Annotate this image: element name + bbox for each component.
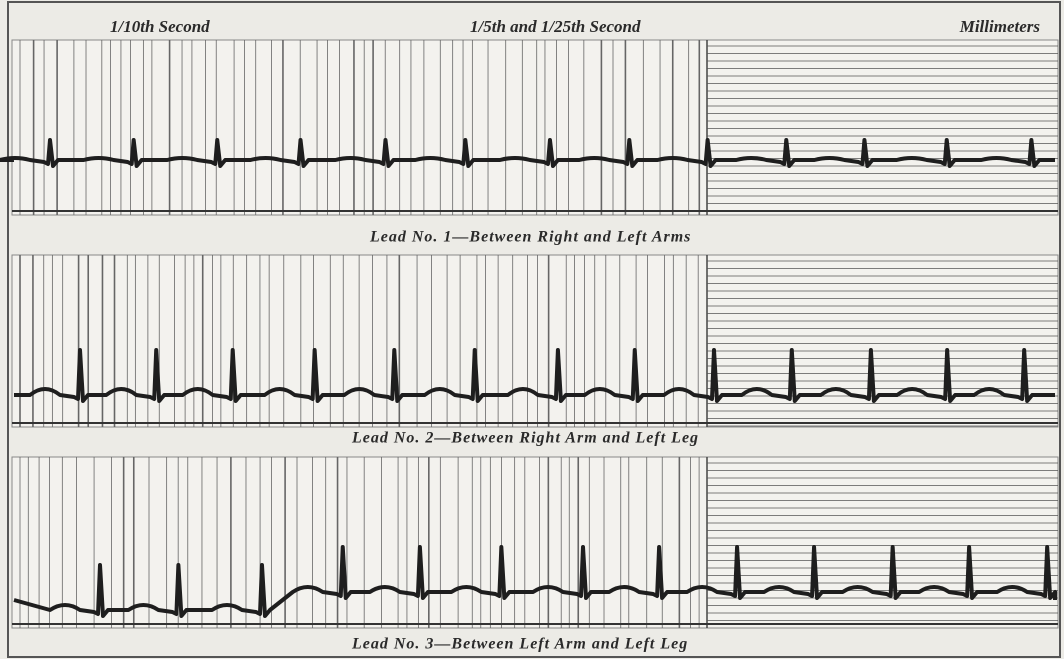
page: 1/10th Second 1/5th and 1/25th Second Mi… <box>0 0 1064 659</box>
strip <box>12 255 1058 427</box>
lead-caption: Lead No. 3—Between Left Arm and Left Leg <box>351 636 688 653</box>
strip <box>12 457 1058 628</box>
ecg-figure: 1/10th Second 1/5th and 1/25th Second Mi… <box>0 0 1064 659</box>
lead-caption: Lead No. 1—Between Right and Left Arms <box>369 229 691 246</box>
lead-caption: Lead No. 2—Between Right Arm and Left Le… <box>351 430 699 447</box>
header-label: Millimeters <box>959 17 1041 36</box>
header-label: 1/10th Second <box>110 17 210 36</box>
header-label: 1/5th and 1/25th Second <box>470 17 641 36</box>
